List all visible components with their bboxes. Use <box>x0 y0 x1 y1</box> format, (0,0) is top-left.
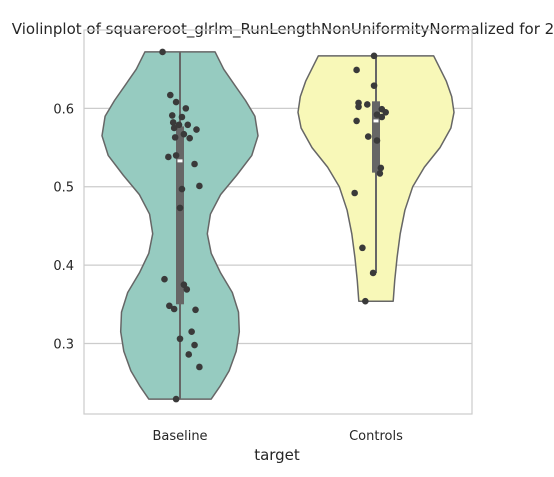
data-point-baseline <box>180 130 188 138</box>
data-point-baseline <box>169 119 177 126</box>
data-point-controls <box>376 170 384 177</box>
xtick-layer: Baseline Controls <box>152 429 403 444</box>
data-point-baseline <box>176 335 184 343</box>
ytick-layer: 0.3 0.4 0.5 0.6 <box>53 102 74 352</box>
median-mark-baseline <box>177 159 183 163</box>
data-point-controls <box>364 133 372 140</box>
data-point-baseline <box>159 48 166 56</box>
data-point-baseline <box>196 182 203 190</box>
data-point-baseline <box>182 105 190 112</box>
data-point-baseline <box>172 152 180 159</box>
data-point-controls <box>359 244 366 252</box>
data-point-baseline <box>191 341 198 349</box>
data-point-baseline <box>167 91 174 99</box>
data-point-baseline <box>192 306 199 314</box>
x-axis-label: target <box>254 446 300 464</box>
x-tick-label: Baseline <box>152 429 207 444</box>
data-point-baseline <box>180 281 188 288</box>
data-point-controls <box>373 137 381 144</box>
data-point-controls <box>351 189 358 197</box>
y-tick-label: 0.4 <box>53 259 74 274</box>
iqr-box-controls <box>372 101 380 173</box>
x-tick-label: Controls <box>349 429 403 444</box>
data-point-controls <box>369 269 377 277</box>
data-point-baseline <box>175 121 183 129</box>
data-point-controls <box>377 164 385 172</box>
data-point-baseline <box>170 305 178 313</box>
data-point-controls <box>382 108 390 116</box>
data-point-controls <box>370 52 378 60</box>
data-point-controls <box>370 82 378 89</box>
data-point-baseline <box>186 134 193 142</box>
data-point-baseline <box>165 153 172 161</box>
data-point-controls <box>355 103 362 111</box>
data-point-baseline <box>171 134 179 141</box>
iqr-box-baseline <box>176 126 184 305</box>
data-point-baseline <box>191 160 198 168</box>
y-tick-label: 0.6 <box>53 102 74 117</box>
data-point-baseline <box>178 185 186 193</box>
data-point-baseline <box>193 126 200 133</box>
data-point-controls <box>378 113 386 121</box>
data-point-baseline <box>184 121 192 129</box>
data-point-baseline <box>183 286 191 293</box>
data-point-baseline <box>188 328 195 336</box>
data-point-controls <box>353 66 360 74</box>
data-point-controls <box>362 297 369 305</box>
data-point-baseline <box>170 124 178 132</box>
median-mark-controls <box>373 119 379 123</box>
data-point-baseline <box>161 275 168 283</box>
y-tick-label: 0.3 <box>53 337 74 352</box>
data-point-baseline <box>176 204 184 212</box>
data-point-baseline <box>168 112 176 119</box>
plot-frame <box>83 29 473 415</box>
data-point-baseline <box>196 363 203 371</box>
data-point-baseline <box>172 395 180 403</box>
violin-layer <box>101 51 455 400</box>
y-tick-label: 0.5 <box>53 181 74 196</box>
data-point-baseline <box>172 98 180 106</box>
data-point-controls <box>353 117 360 125</box>
data-point-controls <box>363 101 371 108</box>
data-point-baseline <box>166 302 173 310</box>
data-point-baseline <box>185 351 193 358</box>
data-point-baseline <box>178 113 186 121</box>
point-layer <box>159 48 390 403</box>
